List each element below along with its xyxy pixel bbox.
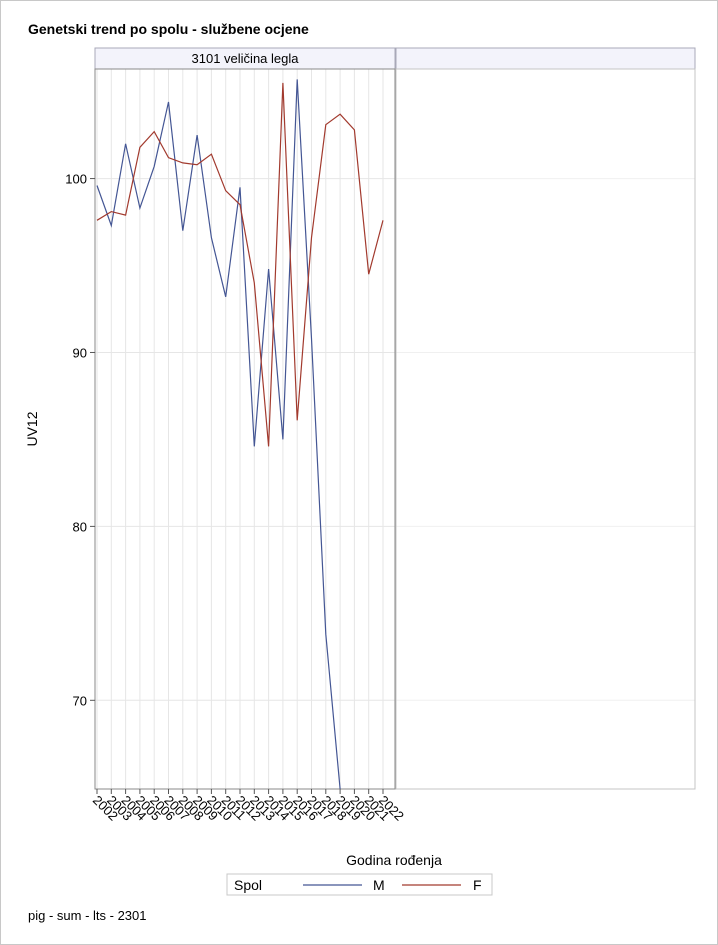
plot-frame bbox=[94, 68, 396, 790]
legend-label-m: M bbox=[373, 877, 385, 893]
panel-header-empty bbox=[395, 47, 696, 70]
legend-label-f: F bbox=[473, 877, 482, 893]
panel-label: 3101 veličina legla bbox=[192, 51, 300, 66]
y-tick-label: 100 bbox=[65, 172, 87, 187]
chart-title: Genetski trend po spolu - službene ocjen… bbox=[28, 21, 309, 37]
series-line-f bbox=[96, 82, 384, 447]
series-line-m bbox=[96, 79, 341, 790]
x-axis-label: Godina rođenja bbox=[346, 852, 442, 868]
footer-text: pig - sum - lts - 2301 bbox=[28, 908, 147, 923]
y-tick-label: 90 bbox=[73, 345, 87, 360]
empty-panel-frame bbox=[395, 68, 696, 790]
y-tick-label: 80 bbox=[73, 519, 87, 534]
y-axis-label: UV12 bbox=[24, 411, 40, 446]
y-tick-label: 70 bbox=[73, 693, 87, 708]
legend-title: Spol bbox=[234, 877, 262, 893]
